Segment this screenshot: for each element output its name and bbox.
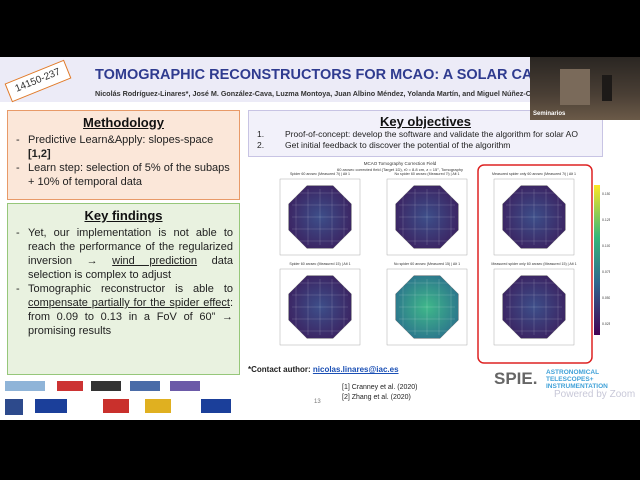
webcam: Seminarios	[530, 57, 640, 120]
bullet-text: : from 0.09 to 0.13 in a FoV of 60” → pr…	[28, 297, 233, 337]
spie-line: INSTRUMENTATION	[546, 383, 608, 390]
figure-title: MCAO Tomography Correction Field	[364, 161, 437, 166]
bullet-text: wind prediction	[112, 255, 198, 267]
panel-title: No spider 60 arcsec (Measured 7i) | Alt …	[394, 172, 459, 176]
title: TOMOGRAPHIC RECONSTRUCTORS FOR MCAO: A S…	[95, 67, 605, 83]
objectives-box: Key objectives 1. Proof-of-concept: devel…	[248, 110, 603, 157]
colorbar-label: 0.1000	[602, 244, 610, 248]
colorbar-label: 0.1250	[602, 218, 610, 222]
objectives-title: Key objectives	[379, 114, 472, 129]
bullet-text: Yet, our implementation is not able to r…	[28, 227, 233, 267]
bullet-text: Tomographic reconstructor is able to	[28, 283, 233, 295]
bullet-text: Learn step: selection of 5% of the subap…	[28, 162, 230, 188]
contact-label: *Contact author:	[248, 365, 313, 374]
findings-title: Key findings	[84, 208, 163, 223]
findings-box: Key findings Yet, our implementation is …	[7, 203, 240, 375]
octagon-map	[502, 185, 566, 249]
octagon-map	[395, 275, 459, 339]
colorbar	[594, 185, 600, 335]
panel-title: Measured spider only 60 arcsec (Measured…	[491, 262, 576, 266]
bullet-text: compensate partially for the spider effe…	[28, 297, 230, 309]
bullet: Predictive Learn&Apply: slopes-space [1,…	[14, 133, 233, 161]
reference: [2] Zhang et al. (2020)	[342, 394, 411, 401]
objective: 2. Get initial feedback to discover the p…	[257, 140, 594, 151]
reference: [1] Cranney et al. (2020)	[342, 384, 418, 391]
panel-title: Measured spider only 60 arcsec (Measured…	[492, 172, 576, 176]
spie-logo: SPIE. ASTRONOMICAL TELESCOPES+ INSTRUMENTA…	[494, 369, 635, 400]
bullet: Tomographic reconstructor is able to com…	[14, 282, 233, 338]
octagon-map	[395, 185, 459, 249]
objective: 1. Proof-of-concept: develop the software…	[257, 129, 594, 140]
page-number: 13	[314, 399, 321, 405]
panel-title: Spider 60 arcsec (Measured 15) | Alt 1	[289, 262, 350, 266]
colorbar-label: 0.0750	[602, 270, 610, 274]
spie-line: TELESCOPES+	[546, 376, 594, 383]
bullet: Yet, our implementation is not able to r…	[14, 226, 233, 282]
figure-subtitle: 60 arcsec corrected field (Target 1D), r…	[337, 167, 463, 172]
objective-text: Get initial feedback to discover the pot…	[285, 140, 511, 150]
octagon-map	[502, 275, 566, 339]
panel-title: No spider 60 arcsec (Measured 15) | Alt …	[394, 262, 460, 266]
colorbar-label: 0.1500	[602, 192, 610, 196]
slide: 14150-237 TOMOGRAPHIC RECONSTRUCTORS FOR…	[0, 57, 640, 420]
zoom-watermark: Powered by Zoom	[554, 389, 636, 400]
contact: *Contact author: nicolas.linares@iac.es	[248, 365, 399, 374]
objective-text: Proof-of-concept: develop the software a…	[285, 129, 578, 139]
objective-number: 2.	[257, 140, 265, 150]
octagon-map	[288, 185, 352, 249]
spie-brand: SPIE.	[494, 369, 538, 388]
spie-line: ASTRONOMICAL	[546, 369, 600, 376]
bullet-text: data selection is complex to adjust	[28, 255, 234, 281]
octagon-map	[288, 275, 352, 339]
bullet: Learn step: selection of 5% of the subap…	[14, 161, 233, 189]
bullet-text: Predictive Learn&Apply: slopes-space	[28, 134, 214, 146]
panel-title: Spider 60 arcsec (Measured 7i) | Alt 1	[290, 172, 350, 176]
colorbar-label: 0.0500	[602, 296, 610, 300]
methodology-title: Methodology	[83, 115, 164, 130]
methodology-box: Methodology Predictive Learn&Apply: slop…	[7, 110, 240, 200]
highlight-frame	[477, 164, 593, 364]
bullet-text: [1,2]	[28, 148, 51, 160]
objective-number: 1.	[257, 129, 265, 139]
contact-email[interactable]: nicolas.linares@iac.es	[312, 365, 399, 374]
logos	[5, 379, 240, 417]
colorbar-label: 0.0250	[602, 322, 610, 326]
webcam-label: Seminarios	[533, 111, 566, 117]
authors: Nicolás Rodríguez-Linares*, José M. Gonz…	[95, 89, 552, 98]
